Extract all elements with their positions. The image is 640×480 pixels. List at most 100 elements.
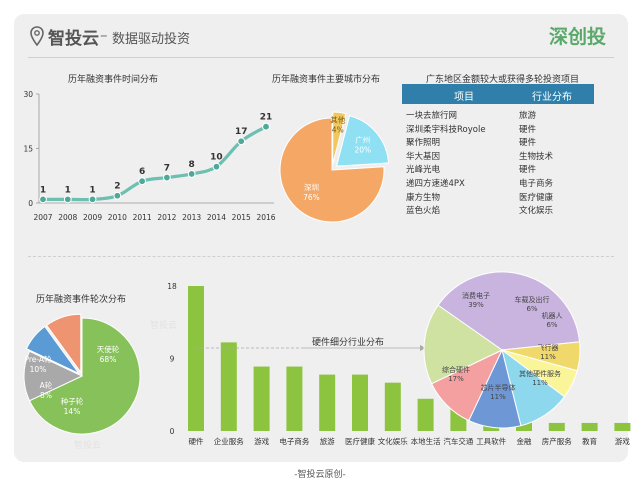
bar-x-tick-label: 工具软件: [476, 436, 506, 446]
line-data-label: 8: [189, 160, 195, 170]
line-point: [187, 170, 196, 178]
bar-y-tick-label: 18: [167, 282, 177, 291]
bar-x-tick-label: 本地生活: [411, 436, 441, 446]
line-data-label: 1: [89, 185, 95, 195]
table-cell-industry: 硬件: [519, 138, 537, 149]
bar-x-tick-label: 金融: [517, 436, 532, 446]
hardware-pie-value: 11%: [532, 379, 548, 387]
table-cell-project: 蓝色火焰: [406, 206, 441, 217]
hardware-pie-value: 6%: [546, 321, 557, 329]
project-column: 一块去旅行网 深圳柔宇科技Royole 聚作照明 华大基因 光峰光电 递四方速递…: [406, 110, 526, 219]
bar: [319, 374, 336, 431]
line-y-tick-label: 15: [23, 145, 33, 154]
line-data-label: 21: [260, 113, 273, 123]
hardware-pie-label: 综合硬件: [442, 365, 470, 374]
bar-x-tick-label: 电子商务: [279, 436, 309, 446]
line-data-label: 1: [65, 185, 71, 195]
section-divider: [28, 256, 614, 257]
hardware-pie-label: 芯片半导体: [481, 383, 516, 392]
line-x-tick-label: 2011: [133, 213, 152, 222]
line-data-label: 6: [139, 167, 145, 177]
table-cell-industry: 文化娱乐: [519, 206, 554, 217]
brand-name: 智投云: [48, 29, 99, 49]
bar-x-tick-label: 游戏: [615, 436, 630, 446]
bar-x-tick-label: 旅游: [320, 436, 335, 446]
bar-x-tick-label: 文化娱乐: [378, 436, 408, 446]
bar: [384, 382, 401, 431]
line-x-tick-label: 2012: [157, 213, 176, 222]
table-cell-project: 聚作照明: [406, 138, 441, 149]
bar-y-tick-label: 9: [170, 355, 175, 364]
line-point: [39, 195, 47, 204]
bar: [417, 398, 434, 431]
bar-x-tick-label: 游戏: [254, 436, 269, 446]
table-cell-industry: 硬件: [519, 165, 537, 176]
line-point: [237, 137, 246, 146]
round-pie-label: Pre-A轮: [24, 354, 52, 364]
table-header-project: 项目: [454, 92, 474, 103]
bar-x-tick-label: 房产服务: [542, 436, 572, 446]
round-pie-value: 68%: [100, 355, 117, 364]
brand-separator: –: [100, 26, 108, 44]
city-pie-label: 广州: [355, 135, 370, 145]
bar-x-tick-label: 教育: [582, 436, 597, 446]
line-x-tick-label: 2008: [58, 213, 77, 222]
line-x-tick-label: 2009: [83, 213, 102, 222]
round-pie-slice: [25, 325, 80, 374]
table-cell-project: 一块去旅行网: [406, 111, 458, 121]
city-pie-value: 20%: [354, 146, 371, 155]
hardware-pie-value: 11%: [490, 393, 506, 401]
line-point: [162, 173, 171, 182]
bar: [220, 342, 237, 431]
hardware-pie-value: 11%: [540, 353, 556, 361]
bar: [352, 374, 368, 431]
round-pie-label: 天使轮: [97, 344, 120, 354]
city-pie-value: 4%: [332, 125, 344, 134]
table-cell-project: 华大基因: [406, 151, 441, 162]
line-x-tick-label: 2014: [207, 213, 226, 222]
round-pie-label: A轮: [40, 380, 53, 390]
table-cell-project: 康方生物: [406, 192, 441, 203]
hardware-pie-label: 其他硬件服务: [519, 369, 561, 378]
line-x-tick-label: 2015: [232, 213, 251, 222]
city-pie-label: 深圳: [304, 182, 319, 192]
table-title: 广东地区金额较大或获得多轮投资项目: [426, 75, 580, 85]
city-pie-slice: [335, 115, 390, 167]
line-y-tick-label: 0: [28, 199, 33, 208]
table-cell-industry: 旅游: [519, 111, 537, 121]
round-pie-label: 种子轮: [61, 396, 84, 406]
line-point: [113, 191, 122, 200]
line-x-tick-label: 2010: [108, 213, 127, 222]
table-cell-industry: 生物技术: [519, 151, 554, 162]
hardware-pie-value: 39%: [468, 301, 484, 309]
bar-x-tick-label: 企业服务: [214, 436, 244, 446]
table-cell-industry: 医疗健康: [519, 192, 554, 203]
hardware-pie-label: 机器人: [542, 311, 563, 320]
round-pie-value: 10%: [30, 365, 47, 374]
bar-y-tick-label: 0: [170, 427, 175, 436]
line-x-tick-label: 2013: [182, 213, 201, 222]
industry-column: 旅游 硬件 硬件 生物技术 硬件 电子商务 医疗健康 文化娱乐: [519, 110, 599, 219]
table-cell-industry: 电子商务: [519, 178, 554, 189]
bar: [548, 422, 565, 431]
line-y-tick-label: 30: [23, 90, 33, 99]
hardware-pie-value: 6%: [526, 305, 537, 313]
city-pie-title: 历年融资事件主要城市分布: [272, 75, 381, 85]
round-pie-value: 8%: [40, 391, 52, 400]
city-pie-slice: [279, 117, 385, 223]
header: 智投云 – 数据驱动投资 深创投: [14, 14, 628, 54]
bar: [581, 422, 598, 431]
city-pie-value: 76%: [303, 193, 320, 202]
hardware-pie-label: 车载及出行: [515, 295, 550, 304]
bar: [286, 366, 303, 431]
hardware-pie-slice: [437, 271, 581, 351]
table-cell-industry: 硬件: [519, 124, 537, 135]
brand-tagline: 数据驱动投资: [112, 32, 191, 47]
round-pie-title: 历年融资事件轮次分布: [36, 295, 127, 305]
table-cell-project: 递四方速递4PX: [406, 178, 465, 189]
hardware-pie-label: 消费电子: [462, 291, 490, 300]
location-pin-icon: [30, 26, 44, 46]
round-pie-slice: [23, 350, 84, 402]
partner-logo: 深创投: [548, 26, 606, 48]
line-data-label: 10: [210, 153, 223, 163]
